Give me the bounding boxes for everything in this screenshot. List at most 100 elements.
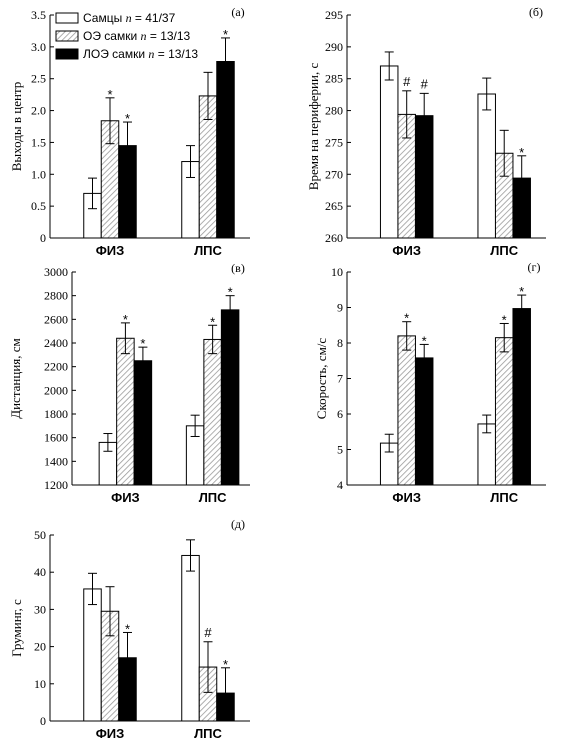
significance-star: * (140, 336, 145, 351)
error-bar (120, 322, 130, 355)
bar (83, 588, 102, 722)
significance-star: * (404, 311, 409, 326)
panel-letter: (в) (231, 261, 245, 275)
x-tick-label: ФИЗ (96, 243, 125, 258)
error-bar (103, 433, 113, 452)
error-bar (517, 294, 527, 323)
y-tick-label: 275 (325, 135, 343, 149)
panel-letter: (б) (529, 5, 543, 19)
significance-hash: # (403, 74, 411, 89)
y-tick-label: 1400 (44, 454, 68, 468)
y-tick-label: 2000 (44, 383, 68, 397)
legend: Самцы n = 41/37 ОЭ самки n = 13/13 ЛОЭ сам… (55, 11, 198, 61)
error-bar (499, 129, 509, 177)
y-tick-label: 30 (34, 602, 46, 616)
error-bar (123, 121, 132, 170)
error-bar (105, 586, 115, 637)
x-tick-label: ЛПС (199, 490, 227, 505)
y-tick-label: 8 (337, 336, 343, 350)
legend-label: ЛОЭ самки n = 13/13 (83, 47, 198, 61)
error-bar (402, 321, 412, 351)
legend-swatch (55, 48, 79, 60)
y-tick-label: 7 (337, 372, 343, 386)
chart-panel: 260 265 270 275 280 285 290 295 Время на перифер… (306, 5, 546, 258)
y-tick-label: 9 (337, 301, 343, 315)
error-bar (138, 346, 148, 375)
x-tick-label: ЛПС (490, 243, 518, 258)
y-tick-label: 2.5 (31, 72, 46, 86)
chart-panel: 0 10 20 30 40 50 Груминг, с (д) * ФИЗ # * ЛПС (9, 517, 250, 741)
error-bar (419, 343, 429, 372)
y-tick-label: 0 (40, 714, 46, 728)
legend-swatch (55, 12, 79, 24)
y-tick-label: 290 (325, 40, 343, 54)
bar (203, 338, 222, 486)
y-axis-label: Выходы в центр (9, 82, 24, 172)
y-tick-label: 1600 (44, 431, 68, 445)
y-tick-label: 270 (325, 167, 343, 181)
y-axis-label: Время на периферии, с (306, 63, 321, 191)
bar (116, 337, 135, 486)
legend-swatch (55, 30, 79, 42)
x-tick-label: ФИЗ (96, 726, 125, 741)
error-bar (402, 90, 412, 139)
error-bar (203, 641, 213, 693)
bar (512, 308, 531, 486)
legend-item: ОЭ самки n = 13/13 (55, 29, 191, 43)
significance-star: * (519, 145, 524, 160)
error-bar (221, 37, 230, 86)
y-tick-label: 6 (337, 407, 343, 421)
bar (414, 357, 434, 486)
significance-star: * (519, 284, 524, 299)
y-tick-label: 260 (325, 231, 343, 245)
panel-letter: (г) (528, 260, 541, 274)
significance-star: * (210, 314, 215, 329)
significance-star: * (502, 312, 507, 327)
y-tick-label: 0 (40, 231, 46, 245)
y-tick-label: 2200 (44, 360, 68, 374)
x-tick-label: ФИЗ (392, 243, 421, 258)
y-tick-label: 280 (325, 104, 343, 118)
significance-star: * (123, 312, 128, 327)
y-tick-label: 0.5 (31, 199, 46, 213)
x-tick-label: ФИЗ (392, 490, 421, 505)
significance-hash: # (204, 625, 212, 640)
significance-star: * (125, 111, 130, 126)
error-bar (482, 414, 492, 434)
error-bar (517, 155, 527, 201)
bar (397, 335, 416, 486)
significance-star: * (228, 285, 233, 300)
legend-item: ЛОЭ самки n = 13/13 (55, 47, 198, 61)
panel-letter: (д) (231, 517, 245, 531)
error-bar (419, 92, 429, 139)
panel-letter: (а) (231, 5, 244, 19)
error-bar (208, 324, 218, 355)
y-axis-label: Скорость, см/с (314, 338, 329, 420)
error-bar (482, 77, 492, 111)
error-bar (186, 145, 195, 178)
significance-star: * (223, 27, 228, 42)
y-tick-label: 265 (325, 199, 343, 213)
chart-panel: 1200 1400 1600 1800 2000 2200 2400 2600 2800 3000… (8, 261, 250, 505)
y-tick-label: 3000 (44, 265, 68, 279)
y-tick-label: 10 (34, 677, 46, 691)
bar (220, 309, 240, 486)
error-bar (384, 433, 394, 453)
y-tick-label: 3.5 (31, 8, 46, 22)
error-bar (203, 71, 213, 120)
y-tick-label: 20 (34, 640, 46, 654)
error-bar (88, 572, 97, 606)
y-tick-label: 285 (325, 72, 343, 86)
significance-star: * (422, 333, 427, 348)
significance-star: * (107, 87, 112, 102)
y-tick-label: 40 (34, 565, 46, 579)
y-tick-label: 1.0 (31, 167, 46, 181)
bar (133, 360, 153, 486)
bar (379, 65, 399, 239)
error-bar (384, 51, 394, 81)
x-tick-label: ФИЗ (111, 490, 140, 505)
chart-panel: 4 5 6 7 8 9 10 Скорость, см/с (г) * * ФИЗ * * ЛПС (314, 260, 546, 505)
error-bar (186, 539, 195, 572)
